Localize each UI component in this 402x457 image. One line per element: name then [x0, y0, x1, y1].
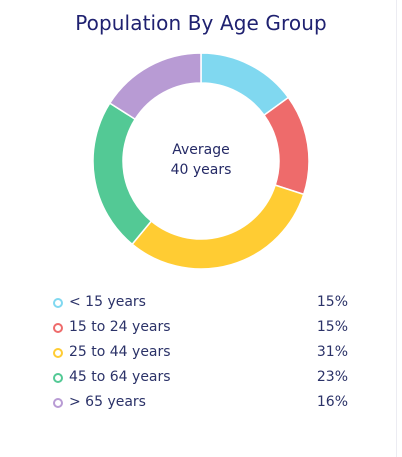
legend-item: > 65 years 16%: [50, 390, 348, 415]
donut-segment-3: [131, 184, 305, 270]
legend-color-marker: [53, 373, 63, 383]
chart-title: Population By Age Group: [75, 11, 327, 35]
legend-label: 15 to 24 years: [69, 319, 171, 335]
right-edge-divider: [396, 0, 397, 457]
legend-color-marker: [53, 398, 63, 408]
legend-label: < 15 years: [69, 294, 146, 310]
legend-value: 31%: [316, 344, 348, 360]
center-label-line2: 40 years: [170, 162, 232, 178]
donut-chart: [92, 52, 310, 270]
legend-label: 25 to 44 years: [69, 344, 171, 360]
donut-center-label: Average 40 years: [91, 140, 311, 180]
legend-value: 16%: [316, 394, 348, 410]
center-label-line1: Average: [172, 142, 230, 158]
legend-value: 15%: [316, 319, 348, 335]
legend-value: 23%: [316, 369, 348, 385]
legend-color-marker: [53, 298, 63, 308]
donut-segment-5: [108, 52, 202, 121]
legend-item: < 15 years 15%: [50, 290, 348, 315]
legend-value: 15%: [316, 294, 348, 310]
legend-label: > 65 years: [69, 394, 146, 410]
legend-item: 45 to 64 years 23%: [50, 365, 348, 390]
chart-legend: < 15 years 15% 15 to 24 years 15% 25 to …: [50, 290, 348, 415]
donut-segment-1: [200, 52, 290, 117]
legend-color-marker: [53, 323, 63, 333]
legend-item: 15 to 24 years 15%: [50, 315, 348, 340]
legend-item: 25 to 44 years 31%: [50, 340, 348, 365]
legend-color-marker: [53, 348, 63, 358]
legend-label: 45 to 64 years: [69, 369, 171, 385]
